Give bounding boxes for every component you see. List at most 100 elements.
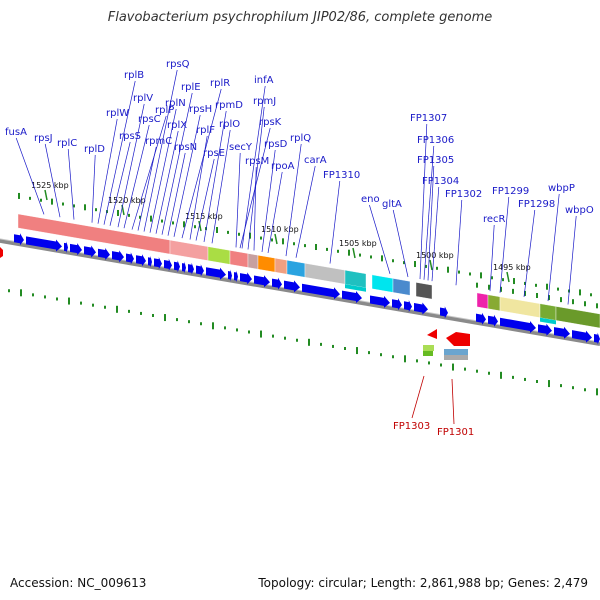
forward-gene[interactable] xyxy=(154,257,162,270)
gene-label-rpld[interactable]: rplD xyxy=(84,144,105,155)
forward-gene[interactable] xyxy=(440,306,448,319)
gene-label-fp1303[interactable]: FP1303 xyxy=(393,421,430,432)
gene-label-rple[interactable]: rplE xyxy=(181,82,201,93)
gene-label-rpmc[interactable]: rpmC xyxy=(145,136,172,147)
leader-line xyxy=(167,152,186,236)
forward-gene[interactable] xyxy=(84,245,96,258)
forward-gene[interactable] xyxy=(488,314,498,327)
forward-gene[interactable] xyxy=(64,241,68,254)
forward-gene[interactable] xyxy=(370,295,390,308)
gene-label-infa[interactable]: infA xyxy=(254,75,274,86)
gene-label-rpln[interactable]: rplN xyxy=(165,98,186,109)
gene-label-eno[interactable]: eno xyxy=(361,194,380,205)
gene-label-fusa[interactable]: fusA xyxy=(5,127,27,138)
gene-label-fp1302[interactable]: FP1302 xyxy=(445,189,482,200)
forward-gene[interactable] xyxy=(188,262,194,275)
feature-segment xyxy=(476,292,489,309)
gene-label-fp1298[interactable]: FP1298 xyxy=(518,199,555,210)
forward-gene[interactable] xyxy=(14,233,24,246)
gc-tick xyxy=(524,377,526,381)
gene-label-rplq[interactable]: rplQ xyxy=(290,133,311,144)
gene-label-wbpp[interactable]: wbpP xyxy=(548,183,575,194)
forward-gene[interactable] xyxy=(126,252,134,265)
forward-gene[interactable] xyxy=(554,326,570,339)
gene-label-rpsc[interactable]: rpsC xyxy=(138,114,161,125)
feature-segment xyxy=(539,303,557,321)
forward-gene[interactable] xyxy=(26,236,62,252)
gene-label-fp1307[interactable]: FP1307 xyxy=(410,113,447,124)
gene-label-rpsn[interactable]: rpsN xyxy=(174,142,197,153)
gene-label-fp1304[interactable]: FP1304 xyxy=(422,176,459,187)
gene-label-rpmj[interactable]: rpmJ xyxy=(253,96,276,107)
gene-label-fp1301[interactable]: FP1301 xyxy=(437,427,474,438)
gc-tick xyxy=(344,346,346,350)
gene-label-rpsj[interactable]: rpsJ xyxy=(34,133,53,144)
gc-tick xyxy=(227,230,229,234)
gene-label-rplp[interactable]: rplP xyxy=(155,105,174,116)
forward-gene[interactable] xyxy=(148,255,152,268)
forward-gene[interactable] xyxy=(594,332,600,345)
gene-label-rplx[interactable]: rplX xyxy=(167,120,187,131)
gene-label-fp1299[interactable]: FP1299 xyxy=(492,186,529,197)
forward-gene[interactable] xyxy=(240,272,252,285)
gene-label-rpsk[interactable]: rpsK xyxy=(259,117,282,128)
forward-gene[interactable] xyxy=(284,280,300,293)
gene-label-rpsm[interactable]: rpsM xyxy=(245,156,269,167)
gene-label-glta[interactable]: gltA xyxy=(382,199,402,210)
gene-label-rplv[interactable]: rplV xyxy=(133,93,153,104)
gene-label-rpse[interactable]: rpsE xyxy=(203,148,225,159)
forward-gene[interactable] xyxy=(112,250,124,263)
forward-gene[interactable] xyxy=(234,270,238,283)
gc-tick xyxy=(238,232,240,236)
forward-gene[interactable] xyxy=(136,254,146,267)
gene-label-fp1305[interactable]: FP1305 xyxy=(417,155,454,166)
gene-label-fp1310[interactable]: FP1310 xyxy=(323,170,360,181)
gene-label-rplw[interactable]: rplW xyxy=(106,108,129,119)
gc-tick xyxy=(414,261,416,268)
reverse-gene-fp1301[interactable] xyxy=(446,332,470,346)
forward-gene[interactable] xyxy=(392,298,402,311)
gene-label-recr[interactable]: recR xyxy=(483,214,506,225)
gene-label-rpss[interactable]: rpsS xyxy=(119,131,141,142)
gene-label-rplr[interactable]: rplR xyxy=(210,78,230,89)
gc-tick xyxy=(488,371,490,375)
gene-label-rpsq[interactable]: rpsQ xyxy=(166,59,190,70)
forward-gene[interactable] xyxy=(302,283,340,300)
gene-label-wbpo[interactable]: wbpO xyxy=(565,205,594,216)
gene-label-rplc[interactable]: rplC xyxy=(57,138,77,149)
gc-tick xyxy=(491,276,493,280)
forward-gene[interactable] xyxy=(476,312,486,325)
forward-gene[interactable] xyxy=(228,269,232,282)
forward-gene[interactable] xyxy=(500,317,536,333)
feature-segment xyxy=(304,263,346,285)
scale-tick xyxy=(429,259,433,271)
gene-label-rplf[interactable]: rplF xyxy=(196,125,215,136)
gene-label-rpsd[interactable]: rpsD xyxy=(264,139,288,150)
leader-line xyxy=(431,186,440,282)
forward-gene[interactable] xyxy=(98,247,110,260)
gene-label-rpsh[interactable]: rpsH xyxy=(189,104,212,115)
forward-gene[interactable] xyxy=(414,302,428,315)
forward-gene[interactable] xyxy=(70,243,82,256)
gc-tick xyxy=(150,215,152,222)
forward-gene[interactable] xyxy=(164,258,172,271)
gene-label-cara[interactable]: carA xyxy=(304,155,327,166)
gene-label-rplb[interactable]: rplB xyxy=(124,70,144,81)
gene-label-rpmd[interactable]: rpmD xyxy=(215,100,243,111)
forward-gene[interactable] xyxy=(272,277,282,290)
forward-gene[interactable] xyxy=(196,264,204,277)
reverse-gene-fp1303[interactable] xyxy=(427,329,437,339)
gene-label-rpoa[interactable]: rpoA xyxy=(271,161,295,172)
forward-gene[interactable] xyxy=(254,275,270,288)
forward-gene[interactable] xyxy=(404,300,412,313)
forward-gene[interactable] xyxy=(572,330,592,343)
forward-gene[interactable] xyxy=(342,290,362,304)
gc-tick xyxy=(579,289,581,296)
forward-gene[interactable] xyxy=(174,260,180,273)
forward-gene[interactable] xyxy=(538,323,552,336)
gene-label-rplo[interactable]: rplO xyxy=(219,119,240,130)
gene-label-fp1306[interactable]: FP1306 xyxy=(417,135,454,146)
forward-gene[interactable] xyxy=(206,267,226,280)
forward-gene[interactable] xyxy=(182,261,186,274)
gene-label-secy[interactable]: secY xyxy=(229,142,253,153)
